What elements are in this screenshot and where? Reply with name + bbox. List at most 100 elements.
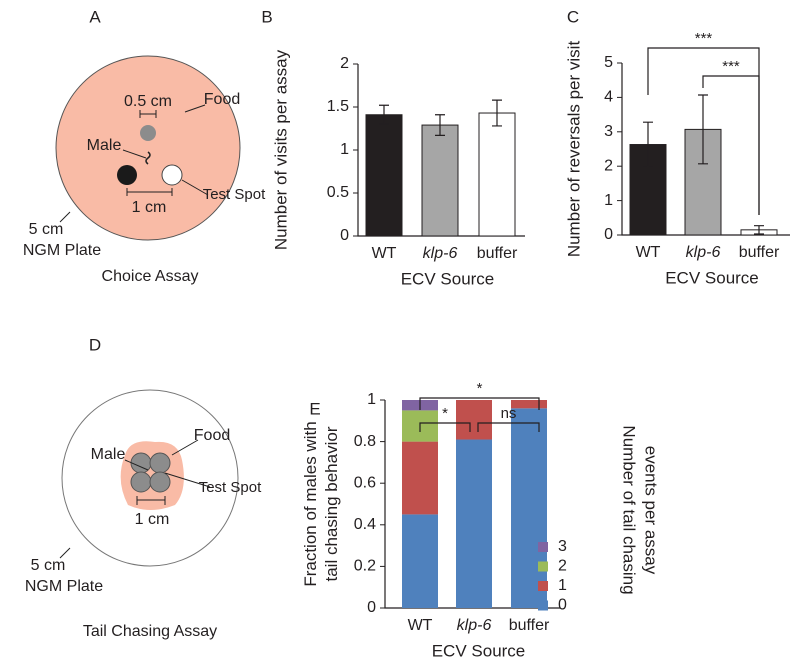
annotation: 5 cm [29,221,64,238]
y-tick-label: 1 [367,391,376,408]
bar [478,112,516,237]
annotation: Male [91,446,126,463]
worm [145,151,151,165]
plate [55,55,241,241]
annotation: 0.5 cm [124,93,172,110]
annotation: NGM Plate [25,578,103,595]
y-tick-label: 0.6 [354,474,376,491]
measure [139,110,157,118]
y-tick-label: 0 [340,227,349,244]
bar-segment [511,400,547,409]
significance-label: *** [695,30,713,47]
legend-label: 2 [558,558,567,575]
annotation: 1 cm [132,199,167,216]
significance-bracket [419,422,471,432]
y-tick-label: 0.5 [327,184,349,201]
pointer [59,439,211,559]
significance-label: * [442,405,448,422]
y-tick-label: 4 [604,89,613,106]
y-tick-label: 2 [340,55,349,72]
annotation: Food [194,427,230,444]
significance-label: ns [501,405,517,422]
significance-bracket [477,422,540,432]
y-tick-label: 2 [604,157,613,174]
error-bar [379,104,389,125]
legend-title: Number of tail chasing [620,425,639,594]
x-axis-label: ECV Source [665,268,759,287]
bar [421,124,459,237]
y-tick-label: 0.2 [354,558,376,575]
error-bar [698,94,708,165]
annotation: Test Spot [203,186,266,203]
y-axis-label: tail chasing behavior [322,426,341,581]
y-tick-label: 1 [604,192,613,209]
error-bar [754,225,764,235]
error-bar [435,114,445,136]
choice-assay-diagram: A 0.5 cm Food Male Test Spot 1 cm 5 cm N… [23,7,266,285]
y-tick-label: 0.4 [354,516,376,533]
x-tick-label: buffer [477,245,518,262]
diagram-title: Choice Assay [102,268,199,285]
legend-title: events per assay [642,446,661,575]
panel-letter: B [261,7,272,26]
x-tick-label: buffer [509,617,550,634]
significance-bracket [419,397,540,410]
significance-label: * [477,380,483,397]
test-spot-gray [140,125,156,141]
chart: C 0 1 2 3 4 5 Number of reversals per visit ECV … [564,7,790,287]
legend-swatch [538,581,548,591]
y-tick-label: 0 [604,226,613,243]
pointer [59,104,209,223]
spot-black [117,165,137,185]
x-tick-label: klp-6 [457,617,492,634]
annotation: Male [87,137,122,154]
x-tick-label: klp-6 [686,244,721,261]
tail-chasing-diagram: D Food Male Test Spot 1 cm 5 cm NGM Plat… [25,335,262,640]
bar-segment [402,441,438,515]
y-tick-label: 0.8 [354,433,376,450]
annotation: 1 cm [135,511,170,528]
significance-label: *** [722,58,740,75]
measure [126,188,173,196]
chart: B 0 0.5 1 1.5 2 Number of visits per assay ECV … [261,7,525,288]
x-tick-label: klp-6 [423,245,458,262]
annotation: NGM Plate [23,242,101,259]
y-tick-label: 1.5 [327,98,349,115]
panel-letter: E [309,399,320,418]
legend-label: 3 [558,538,567,555]
panel-letter: D [89,335,101,354]
bar-segment [456,439,492,608]
chart: E 0 0.2 0.4 0.6 0.8 1 Fraction of males with tai… [301,380,661,661]
panel-letter: A [89,7,101,26]
significance-bracket [702,75,760,215]
x-tick-label: WT [408,617,433,634]
legend-swatch [538,561,548,572]
error-bar [643,121,653,168]
bar-segment [511,408,547,608]
x-axis-label: ECV Source [432,641,526,660]
diagram-title: Tail Chasing Assay [83,623,217,640]
y-axis-label: Number of reversals per visit [564,41,583,258]
x-tick-label: WT [636,244,661,261]
legend-swatch [538,542,548,552]
y-axis-label: Number of visits per assay [271,49,290,250]
legend-label: 0 [558,597,567,614]
y-axis-label: Fraction of males with [301,421,320,586]
test-spots [130,452,171,493]
bar-segment [456,400,492,440]
panel-letter: C [567,7,579,26]
y-tick-label: 0 [367,599,376,616]
legend-swatch [538,600,548,611]
x-tick-label: WT [372,245,397,262]
bar-segment [402,514,438,608]
spot-white [161,164,183,186]
bar [365,114,403,237]
y-tick-label: 3 [604,123,613,140]
error-bar [492,99,502,127]
legend-label: 1 [558,577,567,594]
x-axis-label: ECV Source [401,269,495,288]
x-tick-label: buffer [739,244,780,261]
annotation: 5 cm [31,557,66,574]
y-tick-label: 1 [340,141,349,158]
